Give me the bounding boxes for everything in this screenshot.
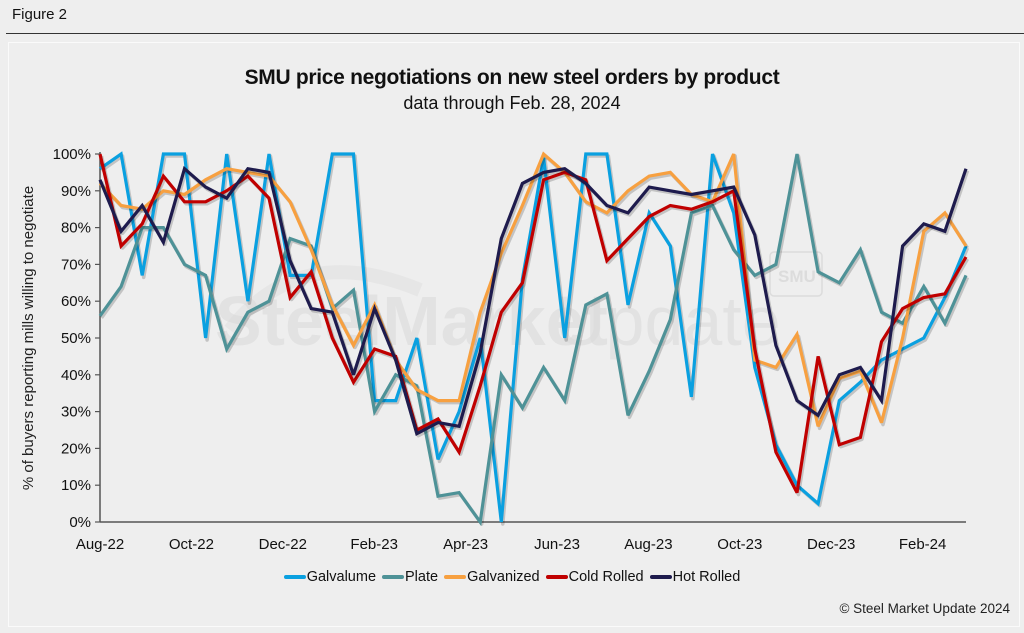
chart-frame (8, 42, 1020, 627)
legend-item-hot-rolled: Hot Rolled (649, 569, 741, 585)
y-tick-label: 90% (61, 183, 91, 200)
x-tick-label: Aug-23 (624, 536, 672, 553)
legend-item-galvanized: Galvanized (444, 569, 540, 585)
series-shadow-hot-rolled (99, 168, 970, 438)
watermark-text-light: Update (555, 282, 781, 360)
y-tick-label: 80% (61, 220, 91, 237)
x-tick-label: Jun-23 (534, 536, 580, 553)
legend-label: Hot Rolled (672, 569, 741, 585)
x-tick-label: Aug-22 (76, 536, 124, 553)
legend-item-plate: Plate (382, 569, 438, 585)
legend-label: Cold Rolled (568, 569, 644, 585)
legend-swatch (649, 575, 672, 579)
y-tick-label: 40% (61, 367, 91, 384)
x-tick-label: Dec-23 (807, 536, 855, 553)
legend-swatch (444, 575, 467, 579)
series-line-cold-rolled (98, 153, 968, 494)
chart-legend: Galvalume Plate Galvanized Cold Rolled Hot R… (0, 569, 1024, 585)
x-tick-label: Oct-22 (169, 536, 214, 553)
figure-label: Figure 2 (12, 6, 68, 23)
x-tick-label: Apr-23 (443, 536, 488, 553)
y-tick-label: 30% (61, 404, 91, 421)
legend-item-cold-rolled: Cold Rolled (545, 569, 644, 585)
chart-title: SMU price negotiations on new steel orde… (244, 66, 780, 89)
chart-subtitle: data through Feb. 28, 2024 (403, 93, 621, 113)
legend-item-galvalume: Galvalume (283, 569, 377, 585)
legend-swatch (283, 575, 306, 579)
watermark-text-bold: SteelMarket (215, 282, 608, 360)
legend-label: Plate (405, 569, 439, 585)
legend-label: Galvalume (306, 569, 377, 585)
copyright-text: © Steel Market Update 2024 (839, 601, 1010, 616)
y-tick-label: 100% (53, 146, 91, 163)
y-tick-label: 0% (69, 514, 91, 531)
watermark-badge-text: SMU (778, 267, 816, 286)
legend-label: Galvanized (467, 569, 540, 585)
y-tick-label: 20% (61, 440, 91, 457)
y-tick-label: 70% (61, 256, 91, 273)
y-tick-label: 50% (61, 330, 91, 347)
y-tick-label: 60% (61, 293, 91, 310)
x-tick-label: Feb-23 (350, 536, 398, 553)
series-line-plate (98, 153, 968, 527)
x-tick-label: Dec-22 (259, 536, 307, 553)
legend-swatch (382, 575, 405, 579)
figure-divider (6, 33, 1024, 34)
legend-swatch (545, 575, 568, 579)
y-tick-label: 10% (61, 477, 91, 494)
series-line-hot-rolled (98, 165, 968, 437)
x-tick-label: Oct-23 (717, 536, 762, 553)
y-axis-title: % of buyers reporting mills willing to n… (20, 186, 37, 490)
series-line-galvalume (99, 151, 968, 523)
x-tick-label: Feb-24 (899, 536, 947, 553)
